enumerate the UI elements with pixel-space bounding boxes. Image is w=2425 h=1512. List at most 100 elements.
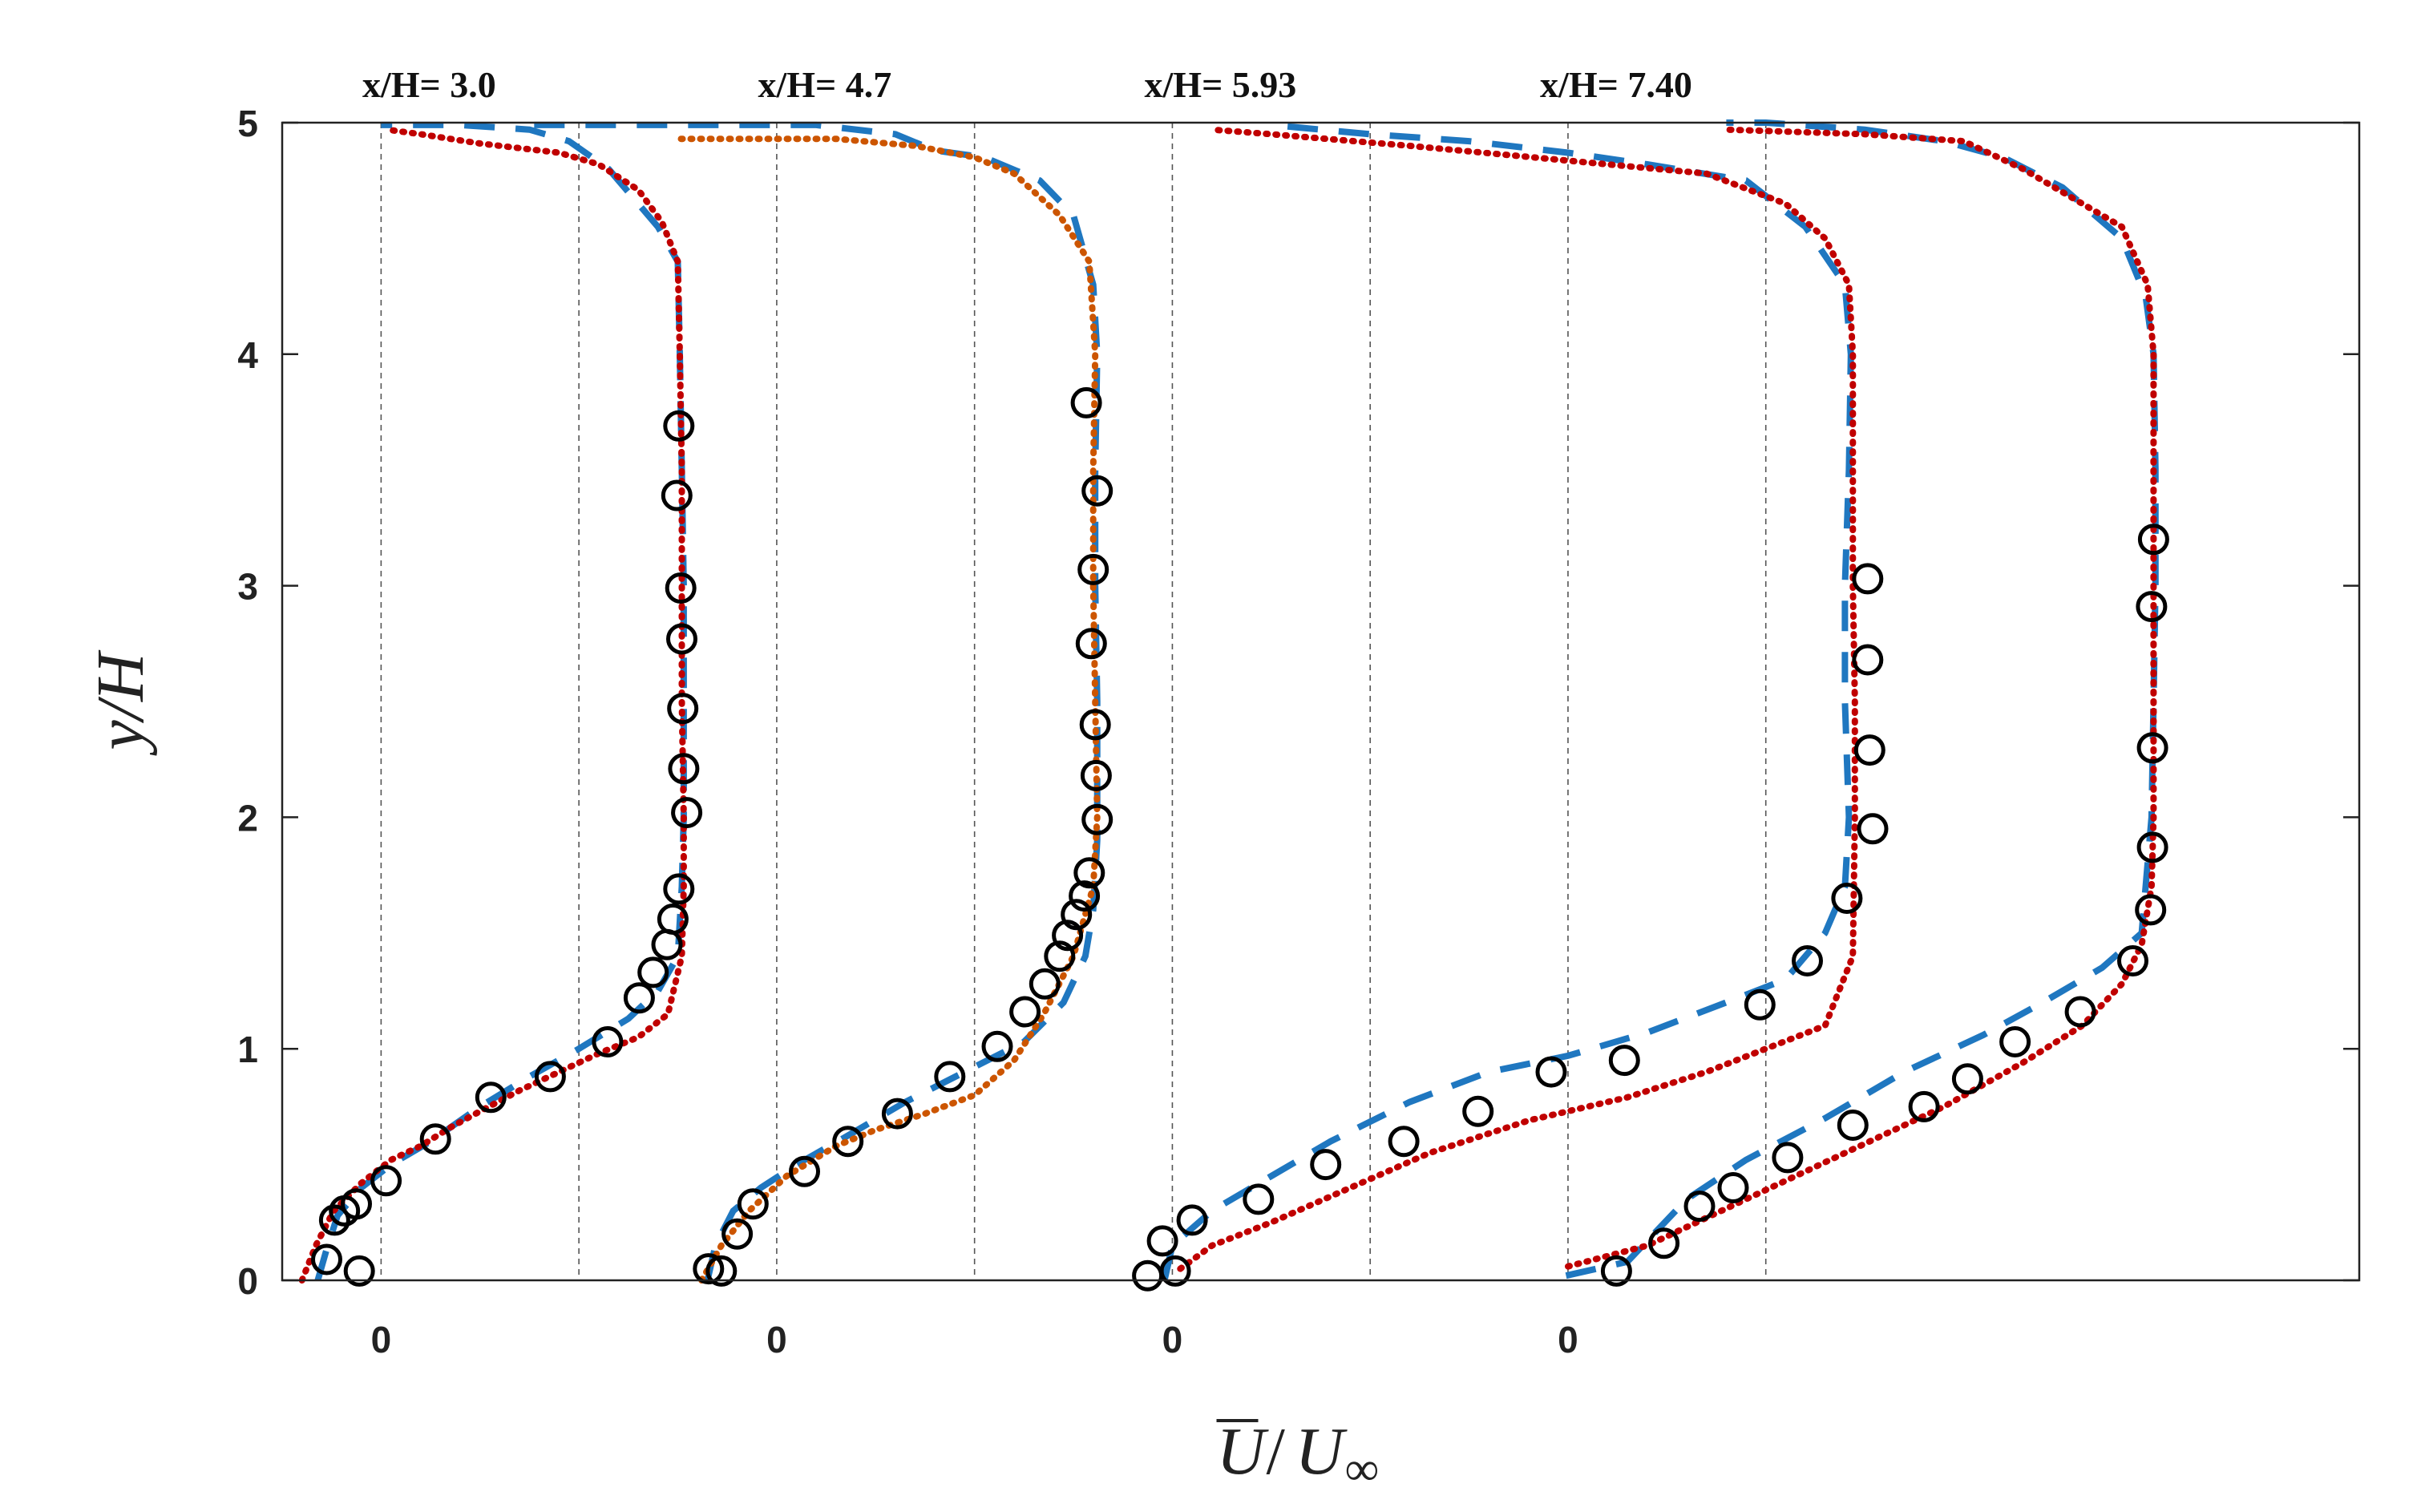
x-zero-label: 0 <box>1162 1319 1183 1360</box>
experiment-marker <box>1073 857 1105 889</box>
y-tick-label: 1 <box>237 1029 258 1070</box>
y-tick-label: 3 <box>237 566 258 608</box>
experiment-marker <box>318 1204 350 1236</box>
y-tick-label: 4 <box>237 334 258 376</box>
experiment-marker <box>1600 1255 1632 1287</box>
experiment-marker <box>311 1243 342 1275</box>
experiment-marker <box>2136 591 2168 623</box>
experiment-marker <box>2136 831 2168 863</box>
experiment-marker <box>881 1098 913 1130</box>
x-zero-label: 0 <box>1558 1319 1578 1360</box>
y-tick-labels: 0 1 2 3 4 5 <box>237 103 258 1302</box>
experiment-marker <box>341 1188 372 1220</box>
experiment-marker <box>1951 1063 1983 1095</box>
experiment-marker <box>1069 880 1101 912</box>
experiment-marker <box>1081 475 1113 507</box>
dashed-model-series <box>314 119 2159 1282</box>
x-zero-label: 0 <box>766 1319 787 1360</box>
experiment-marker <box>1070 386 1102 418</box>
experiment-marker <box>2136 732 2168 764</box>
experiment-marker <box>1535 1056 1567 1088</box>
experiment-marker <box>1717 1172 1749 1203</box>
x-axis-title-slash: / <box>1267 1414 1286 1489</box>
experiment-marker <box>343 1255 375 1287</box>
experiment-marker <box>475 1081 507 1114</box>
x-axis-title-denominator: U <box>1295 1414 1348 1489</box>
experiment-marker <box>2117 945 2148 976</box>
experiment-marker <box>705 1255 738 1287</box>
dashed-model-line-station-3 <box>1161 121 1854 1281</box>
experiment-marker <box>657 904 689 935</box>
experiment-marker <box>693 1253 725 1285</box>
experiment-marker <box>2135 894 2167 926</box>
experiment-marker <box>1052 920 1084 952</box>
experiment-marker <box>1146 1225 1178 1257</box>
dashed-model-line-station-2 <box>519 121 1101 1281</box>
dotted-model-line-station-1 <box>298 126 687 1284</box>
experiment-marker <box>665 572 697 604</box>
experiment-marker <box>2064 996 2096 1028</box>
plot-frame <box>281 121 2361 1282</box>
experiment-marker <box>1009 996 1041 1028</box>
experiment-marker <box>651 928 683 960</box>
y-tick-label: 5 <box>237 103 258 144</box>
experiment-marker <box>1077 553 1109 585</box>
y-tick-label: 0 <box>237 1260 258 1302</box>
experiment-marker <box>1310 1149 1342 1181</box>
experiment-marker <box>1831 883 1863 914</box>
experiment-markers <box>311 386 2169 1292</box>
y-axis-title: y/H <box>83 649 158 757</box>
zero-guide-lines <box>380 123 1767 1280</box>
experiment-marker <box>661 479 693 511</box>
experiment-marker <box>1792 945 1823 976</box>
experiment-marker <box>1132 1259 1164 1292</box>
experiment-marker <box>534 1061 566 1093</box>
experiment-marker <box>1744 988 1776 1021</box>
station-label-4: x/H= 7.40 <box>1540 64 1692 105</box>
y-tick-label: 2 <box>237 797 258 839</box>
experiment-marker <box>663 873 695 905</box>
station-labels: x/H= 3.0 x/H= 4.7 x/H= 5.93 x/H= 7.40 <box>362 64 1692 105</box>
experiment-marker <box>832 1126 864 1158</box>
experiment-marker <box>934 1061 966 1093</box>
experiment-marker <box>2137 524 2169 556</box>
experiment-marker <box>1608 1045 1640 1077</box>
station-label-1: x/H= 3.0 <box>362 64 496 105</box>
experiment-marker <box>1388 1126 1420 1158</box>
experiment-marker <box>1061 899 1093 931</box>
experiment-marker <box>1648 1227 1680 1259</box>
x-zero-label: 0 <box>371 1319 392 1360</box>
experiment-marker <box>671 797 703 829</box>
station-label-3: x/H= 5.93 <box>1145 64 1297 105</box>
experiment-marker <box>1081 803 1113 835</box>
x-axis-title: U / U ∞ <box>1216 1414 1379 1495</box>
experiment-marker <box>1176 1204 1208 1236</box>
experiment-marker <box>737 1188 769 1220</box>
experiment-marker <box>1857 813 1889 845</box>
experiment-marker <box>666 623 697 655</box>
station-label-2: x/H= 4.7 <box>758 64 892 105</box>
experiment-marker <box>667 693 699 725</box>
dotted-model-line-station-3 <box>1177 126 1858 1272</box>
experiment-marker <box>1044 940 1076 972</box>
experiment-marker <box>789 1155 820 1187</box>
experiment-marker <box>668 753 700 785</box>
experiment-marker <box>1243 1183 1275 1215</box>
experiment-marker <box>1683 1191 1716 1223</box>
experiment-marker <box>1075 628 1107 660</box>
experiment-marker <box>1462 1095 1494 1127</box>
x-zero-labels: 0 0 0 0 <box>371 1319 1578 1360</box>
experiment-marker <box>981 1030 1013 1062</box>
experiment-marker <box>1908 1090 1940 1122</box>
experiment-marker <box>1079 709 1111 741</box>
experiment-marker <box>1159 1255 1191 1287</box>
experiment-marker <box>1772 1142 1804 1174</box>
experiment-marker <box>637 956 669 988</box>
experiment-marker <box>1029 968 1061 1000</box>
experiment-marker <box>623 982 655 1014</box>
dashed-model-line-station-4 <box>1565 119 2159 1280</box>
dotted-model-series <box>298 126 2157 1284</box>
experiment-marker <box>1080 759 1112 791</box>
axis-ticks <box>282 121 2359 1282</box>
